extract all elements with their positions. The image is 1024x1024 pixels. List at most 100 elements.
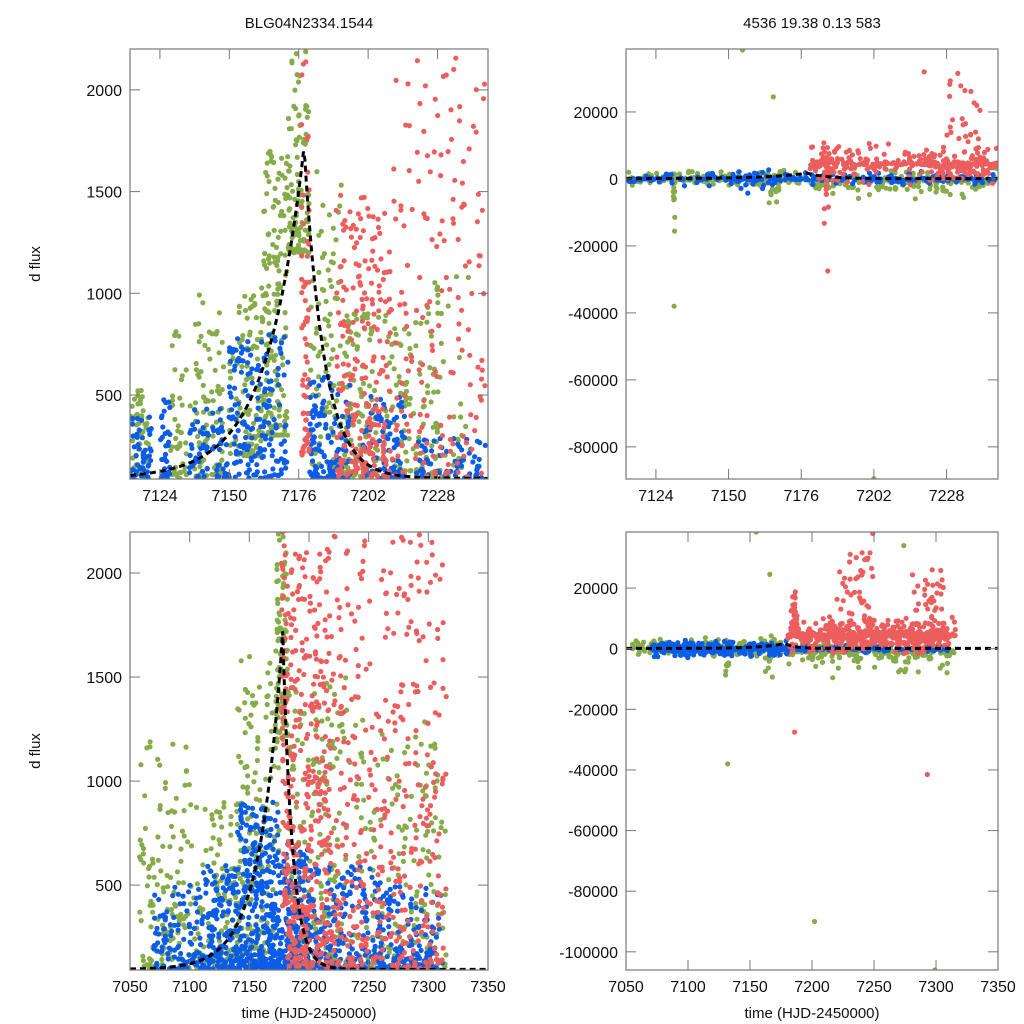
- data-point-green: [445, 303, 451, 309]
- data-point-red: [353, 411, 359, 417]
- x-tick-label: 7124: [638, 488, 674, 505]
- data-point-red: [859, 160, 866, 166]
- data-point-green: [242, 307, 249, 314]
- data-point-green: [295, 79, 302, 85]
- data-point-red: [480, 96, 487, 102]
- data-point-green: [276, 537, 283, 543]
- data-point-green: [892, 184, 898, 191]
- data-point-green: [237, 405, 243, 411]
- data-point-red: [340, 297, 346, 303]
- data-point-blue: [165, 951, 171, 957]
- data-point-blue: [285, 906, 291, 913]
- data-point-blue: [238, 369, 244, 375]
- data-point-green: [208, 846, 214, 852]
- data-point-red: [441, 238, 447, 244]
- data-point-blue: [219, 897, 226, 903]
- data-point-green: [334, 398, 340, 404]
- data-point-blue: [752, 178, 758, 184]
- data-point-green: [213, 331, 219, 337]
- data-point-blue: [743, 182, 749, 188]
- data-point-blue: [237, 937, 243, 943]
- data-point-red: [391, 198, 397, 204]
- data-point-green: [670, 189, 676, 195]
- data-point-green: [192, 321, 199, 327]
- data-point-red: [481, 81, 488, 87]
- data-point-blue: [236, 471, 242, 477]
- data-point-green: [418, 741, 424, 747]
- data-point-red: [812, 168, 819, 174]
- data-point-green: [170, 834, 176, 840]
- data-point-green: [280, 534, 286, 540]
- data-point-red: [436, 323, 442, 329]
- data-point-green: [254, 746, 260, 752]
- data-point-blue: [274, 856, 280, 863]
- data-point-blue: [318, 463, 325, 469]
- data-point-green: [172, 367, 178, 373]
- data-point-green: [373, 430, 379, 436]
- data-point-blue: [234, 459, 240, 465]
- data-point-green: [959, 191, 965, 197]
- data-point-red: [424, 413, 430, 419]
- data-point-green: [274, 596, 281, 603]
- data-point-green: [275, 765, 281, 771]
- data-point-blue: [237, 450, 243, 456]
- data-point-red: [849, 152, 856, 158]
- data-point-green: [284, 409, 290, 415]
- data-point-red: [947, 78, 953, 84]
- data-point-green: [289, 60, 295, 66]
- data-point-red: [949, 117, 956, 123]
- data-point-green: [254, 757, 260, 764]
- data-point-green: [402, 750, 408, 756]
- data-point-red: [432, 96, 438, 102]
- data-point-green: [209, 331, 215, 337]
- data-point-green: [293, 804, 299, 810]
- data-point-red: [940, 149, 947, 155]
- data-point-green: [188, 802, 194, 808]
- data-point-blue: [266, 442, 272, 448]
- data-point-blue: [266, 379, 272, 385]
- data-point-blue: [283, 465, 289, 471]
- data-point-red: [972, 129, 979, 135]
- data-point-green: [219, 387, 225, 393]
- data-point-red: [455, 236, 461, 243]
- data-point-blue: [234, 358, 240, 364]
- data-point-red: [445, 149, 451, 155]
- data-point-green: [196, 440, 202, 446]
- data-point-red: [300, 382, 306, 388]
- data-point-green: [316, 269, 322, 275]
- data-point-blue: [245, 958, 251, 964]
- data-point-blue: [310, 898, 316, 904]
- data-point-blue: [255, 395, 261, 401]
- data-point-blue: [178, 950, 184, 957]
- data-point-blue: [165, 442, 171, 448]
- data-point-red: [369, 297, 375, 303]
- data-point-blue: [218, 441, 224, 447]
- data-point-green: [363, 825, 369, 832]
- data-point-blue: [220, 909, 227, 915]
- data-point-blue: [159, 434, 165, 440]
- data-point-green: [918, 188, 924, 195]
- data-point-red: [306, 279, 312, 285]
- x-tick-label: 7228: [929, 488, 965, 505]
- data-point-blue: [231, 385, 238, 391]
- data-point-blue: [312, 404, 319, 410]
- data-point-green: [144, 962, 150, 968]
- data-point-green: [904, 186, 910, 192]
- data-point-blue: [229, 873, 235, 879]
- data-point-blue: [190, 422, 196, 428]
- data-point-red: [302, 279, 308, 285]
- data-point-red: [345, 471, 351, 477]
- data-point-blue: [281, 372, 287, 378]
- data-point-green: [280, 584, 286, 591]
- data-point-red: [466, 259, 472, 265]
- data-point-green: [205, 346, 211, 352]
- data-point-blue: [196, 451, 202, 457]
- data-point-red: [947, 171, 954, 177]
- data-point-blue: [249, 908, 255, 914]
- data-point-blue: [276, 917, 282, 924]
- data-point-green: [671, 184, 677, 191]
- data-point-red: [408, 413, 414, 419]
- data-point-blue: [273, 458, 280, 464]
- data-point-green: [146, 956, 153, 962]
- data-point-blue: [186, 924, 193, 930]
